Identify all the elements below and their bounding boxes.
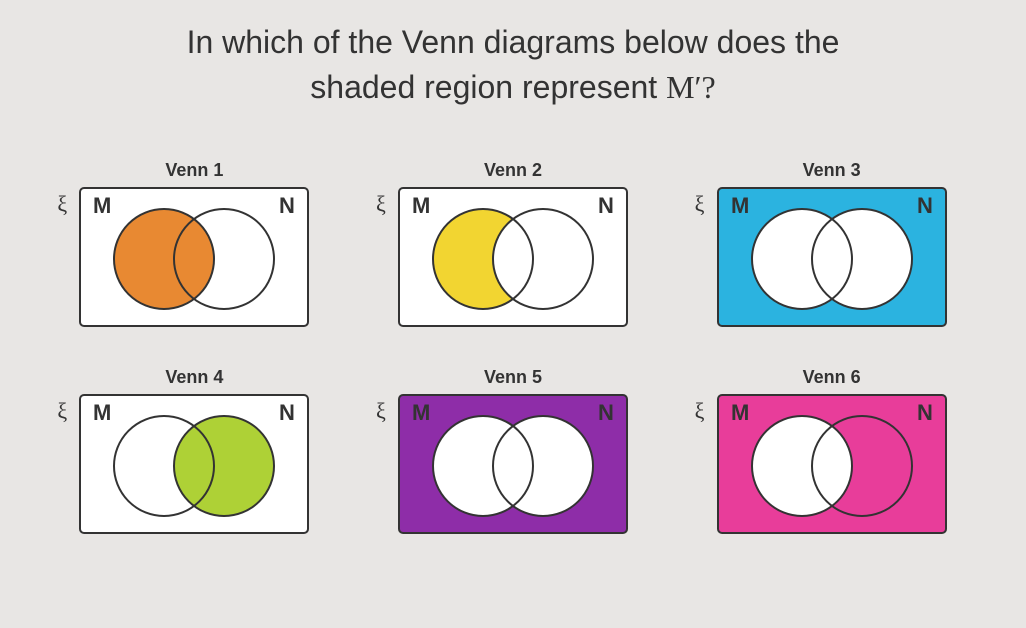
svg-text:N: N	[279, 193, 295, 218]
venn-cell: Venn 4ξMN	[70, 367, 319, 534]
venn-title: Venn 3	[803, 160, 861, 181]
universal-set-symbol: ξ	[57, 398, 67, 424]
svg-text:N: N	[279, 400, 295, 425]
venn-diagram: ξMN	[79, 187, 309, 327]
svg-text:N: N	[598, 193, 614, 218]
venn-diagram: ξMN	[398, 394, 628, 534]
venn-title: Venn 2	[484, 160, 542, 181]
svg-text:M: M	[93, 193, 111, 218]
venn-grid: Venn 1 ξ M N Venn 2 ξ M N Venn 3 ξ M N Venn 4 ξ M N Venn…	[50, 160, 976, 534]
venn-cell: Venn 5ξMN	[389, 367, 638, 534]
svg-text:M: M	[412, 193, 430, 218]
venn-diagram: ξMN	[717, 394, 947, 534]
universal-set-symbol: ξ	[57, 191, 67, 217]
venn-cell: Venn 6ξMN	[707, 367, 956, 534]
venn-cell: Venn 2ξMN	[389, 160, 638, 327]
venn-cell: Venn 3ξMN	[707, 160, 956, 327]
venn-diagram: ξMN	[79, 394, 309, 534]
venn-title: Venn 5	[484, 367, 542, 388]
venn-cell: Venn 1ξMN	[70, 160, 319, 327]
question-text: In which of the Venn diagrams below does…	[50, 20, 976, 110]
venn-title: Venn 6	[803, 367, 861, 388]
svg-text:M: M	[93, 400, 111, 425]
venn-diagram: ξMN	[717, 187, 947, 327]
universal-set-symbol: ξ	[376, 398, 386, 424]
universal-set-symbol: ξ	[376, 191, 386, 217]
svg-text:M: M	[731, 193, 749, 218]
universal-set-symbol: ξ	[695, 191, 705, 217]
svg-text:N: N	[598, 400, 614, 425]
svg-text:N: N	[917, 193, 933, 218]
svg-text:M: M	[412, 400, 430, 425]
venn-title: Venn 4	[165, 367, 223, 388]
venn-diagram: ξMN	[398, 187, 628, 327]
universal-set-symbol: ξ	[695, 398, 705, 424]
venn-title: Venn 1	[165, 160, 223, 181]
svg-text:M: M	[731, 400, 749, 425]
svg-text:N: N	[917, 400, 933, 425]
